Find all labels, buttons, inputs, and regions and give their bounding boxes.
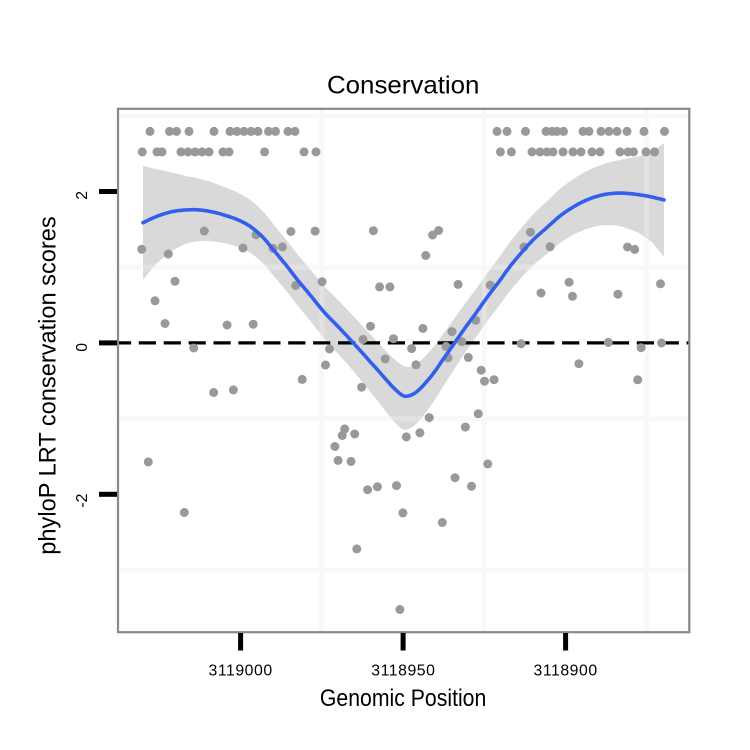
svg-text:Genomic Position: Genomic Position [320,684,486,712]
svg-text:3118950: 3118950 [371,663,435,680]
svg-text:phyloP LRT conservation scores: phyloP LRT conservation scores [35,216,61,554]
svg-text:Conservation: Conservation [327,72,479,100]
svg-text:3119000: 3119000 [209,663,273,680]
svg-text:0: 0 [74,343,91,352]
svg-text:3118900: 3118900 [534,663,598,680]
svg-text:-2: -2 [74,494,91,508]
svg-text:2: 2 [74,191,91,200]
